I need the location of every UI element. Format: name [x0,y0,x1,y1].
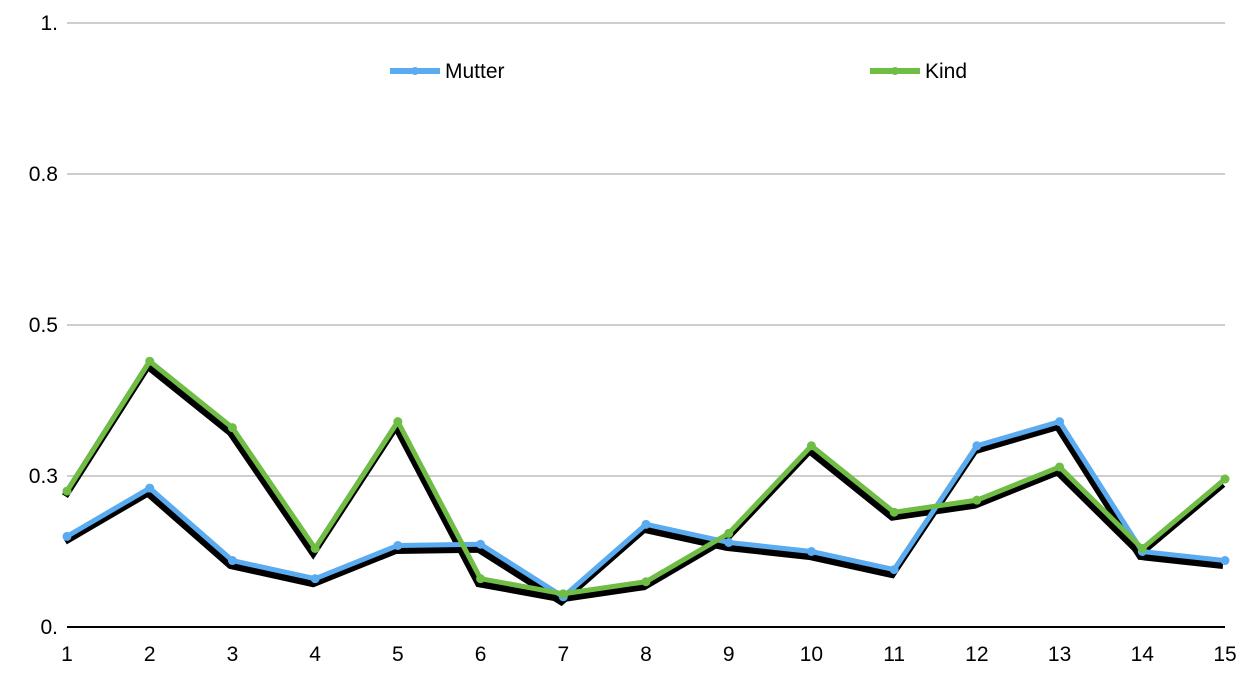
legend-label: Kind [925,60,967,83]
series-shadow-mutter [63,422,1224,607]
data-point-mutter [1055,417,1065,427]
series-shadows [62,361,1226,607]
data-point-kind [889,507,899,517]
legend-item-kind: Kind [870,60,967,83]
y-tick-label: 0.5 [29,314,58,337]
x-tick-label: 10 [800,643,823,666]
data-point-kind [476,574,486,584]
series-lines [62,356,1230,602]
data-point-mutter [724,537,734,547]
y-tick-label: 0. [40,616,58,639]
data-point-mutter [641,519,651,529]
x-axis: 1 2 3 4 5 6 7 8 9 10 11 12 13 14 15 [61,626,1237,666]
x-tick-label: 15 [1213,643,1236,666]
x-tick-label: 12 [965,643,988,666]
data-point-mutter [972,441,982,451]
data-point-mutter [310,574,320,584]
x-tick-label: 13 [1048,643,1071,666]
data-point-kind [310,543,320,553]
y-tick-label: 0.8 [29,163,58,186]
y-tick-label: 0.3 [29,465,58,488]
gridlines [67,22,1225,477]
data-point-mutter [145,483,155,493]
x-tick-label: 9 [723,643,735,666]
legend-item-mutter: Mutter [390,60,505,83]
data-point-kind [806,441,816,451]
x-tick-label: 6 [475,643,487,666]
x-tick-label: 4 [309,643,321,666]
legend: Mutter Kind [390,60,967,83]
data-point-kind [1137,543,1147,553]
data-point-mutter [1220,556,1230,566]
y-tick-label: 1. [40,12,58,35]
data-point-kind [972,495,982,505]
x-tick-label: 1 [61,643,73,666]
data-point-kind [62,486,72,496]
x-tick-label: 2 [144,643,156,666]
legend-label: Mutter [445,60,505,83]
data-point-kind [1220,474,1230,484]
data-point-mutter [806,547,816,556]
data-point-mutter [889,565,899,575]
data-point-kind [1055,462,1065,472]
x-tick-label: 11 [883,643,905,666]
data-point-kind [393,417,403,427]
data-point-kind [145,356,155,366]
y-axis-ticks: 0. 0.3 0.5 0.8 1. [29,12,58,639]
x-tick-label: 8 [640,643,652,666]
data-point-mutter [62,531,72,541]
data-point-mutter [476,539,486,549]
x-tick-label: 14 [1131,643,1155,666]
x-tick-label: 7 [557,643,569,666]
legend-marker [411,67,419,75]
data-point-kind [641,577,651,587]
x-tick-label: 3 [227,643,239,666]
x-tick-label: 5 [392,643,404,666]
data-point-mutter [227,556,237,566]
data-point-kind [724,528,734,538]
legend-marker [891,67,899,75]
data-point-kind [227,423,237,433]
data-point-mutter [393,540,403,550]
series-shadow-kind [62,361,1226,603]
data-point-kind [558,589,568,599]
